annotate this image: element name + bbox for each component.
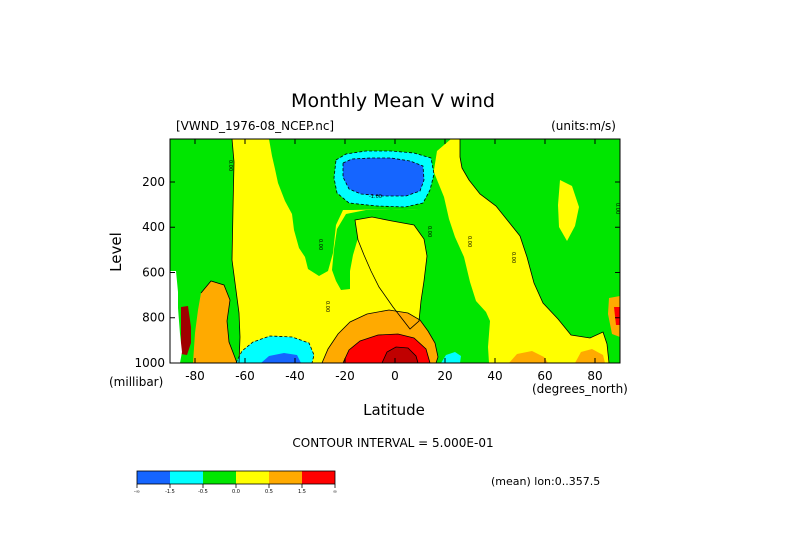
contour-interval-label: CONTOUR INTERVAL = 5.000E-01 bbox=[292, 436, 493, 450]
green-right-region bbox=[460, 139, 620, 363]
y-axis-ticks bbox=[170, 181, 620, 364]
file-label: [VWND_1976-08_NCEP.nc] bbox=[176, 119, 334, 133]
x-tick-label-7: 60 bbox=[537, 369, 552, 383]
orange-left-region bbox=[193, 281, 237, 363]
white-missing-region bbox=[170, 271, 182, 363]
yellow-center-region bbox=[355, 217, 427, 329]
colorbar-swatch-1 bbox=[170, 471, 203, 484]
x-axis-title: Latitude bbox=[363, 401, 425, 419]
mean-label: (mean) lon:0..357.5 bbox=[491, 475, 600, 488]
contour-line-left bbox=[231, 139, 241, 363]
y-axis-tick-labels: 200 400 600 800 1000 bbox=[134, 175, 165, 370]
y-tick-label-4: 1000 bbox=[134, 356, 165, 370]
colorbar-label-0: -∞ bbox=[134, 489, 140, 495]
contour-label-1: 0.00 bbox=[227, 160, 233, 171]
x-tick-label-6: 40 bbox=[487, 369, 502, 383]
contour-line-orange-left bbox=[200, 280, 238, 363]
colorbar-swatch-2 bbox=[203, 471, 236, 484]
colorbar bbox=[136, 470, 336, 488]
y-axis-unit-label: (millibar) bbox=[109, 375, 163, 389]
colorbar-swatch-3 bbox=[236, 471, 269, 484]
y-tick-label-0: 200 bbox=[142, 175, 165, 189]
contour-line-center bbox=[354, 216, 428, 330]
orange-right-corner-region bbox=[575, 349, 605, 363]
colorbar-label-3: 0.0 bbox=[232, 489, 240, 495]
y-tick-label-1: 400 bbox=[142, 220, 165, 234]
colorbar-label-4: 0.5 bbox=[265, 489, 273, 495]
x-tick-label-0: -80 bbox=[185, 369, 205, 383]
contour-line-red-inner bbox=[381, 346, 419, 363]
contour-line-top-dashed bbox=[333, 150, 435, 208]
colorbar-swatch-4 bbox=[269, 471, 302, 484]
contour-label-5: 0.00 bbox=[466, 236, 472, 247]
x-tick-label-4: 0 bbox=[391, 369, 399, 383]
orange-right-bottom-region bbox=[509, 351, 548, 363]
chart-title: Monthly Mean V wind bbox=[291, 90, 495, 112]
dark-red-center-core bbox=[382, 347, 418, 363]
x-axis-tick-labels: -80 -60 -40 -20 0 20 40 60 80 bbox=[185, 369, 602, 383]
red-right-edge-region bbox=[614, 307, 620, 325]
contour-lines bbox=[200, 139, 610, 363]
x-axis-ticks bbox=[194, 139, 596, 363]
contour-line-red-outer bbox=[321, 309, 439, 363]
colorbar-label-6: ∞ bbox=[333, 489, 337, 495]
cyan-equatorial-region bbox=[441, 352, 461, 363]
contour-label-7: 0.00 bbox=[614, 203, 620, 214]
contour-line-right bbox=[459, 139, 610, 363]
contour-line-southern-dashed bbox=[235, 335, 315, 363]
blue-top-jet bbox=[343, 158, 424, 196]
y-tick-label-3: 800 bbox=[142, 311, 165, 325]
colorbar-labels: -∞ -1.5 -0.5 0.0 0.5 1.5 ∞ bbox=[134, 489, 337, 495]
contour-label-2: 0.00 bbox=[317, 239, 323, 250]
plot-area: 0.00 0.00 0.00 0.00 0.00 0.00 0.00 -1.00 bbox=[170, 139, 620, 363]
contour-label-4: 0.00 bbox=[426, 226, 432, 237]
y-axis-title: Level bbox=[107, 232, 125, 272]
contour-label-3: 0.00 bbox=[324, 301, 330, 312]
yellow-right-region bbox=[558, 180, 579, 241]
contour-line-top-dashed-inner bbox=[342, 157, 425, 197]
colorbar-label-5: 1.5 bbox=[298, 489, 306, 495]
blue-southern-region bbox=[261, 353, 301, 363]
x-axis-unit-label: (degrees_north) bbox=[532, 382, 628, 396]
orange-right-edge-region bbox=[608, 296, 620, 337]
x-tick-label-1: -60 bbox=[235, 369, 255, 383]
x-tick-label-5: 20 bbox=[437, 369, 452, 383]
units-label: (units:m/s) bbox=[551, 119, 616, 133]
colorbar-label-2: -0.5 bbox=[198, 489, 208, 495]
x-tick-label-2: -40 bbox=[285, 369, 305, 383]
colorbar-label-1: -1.5 bbox=[165, 489, 175, 495]
contour-label-6: 0.00 bbox=[510, 252, 516, 263]
colorbar-swatch-0 bbox=[137, 471, 170, 484]
x-tick-label-8: 80 bbox=[587, 369, 602, 383]
colorbar-swatch-5 bbox=[302, 471, 335, 484]
dark-red-left-region bbox=[181, 306, 191, 355]
contour-line-red-middle bbox=[342, 333, 431, 363]
x-tick-label-3: -20 bbox=[335, 369, 355, 383]
y-tick-label-2: 600 bbox=[142, 265, 165, 279]
contour-label-8: -1.00 bbox=[369, 194, 382, 200]
